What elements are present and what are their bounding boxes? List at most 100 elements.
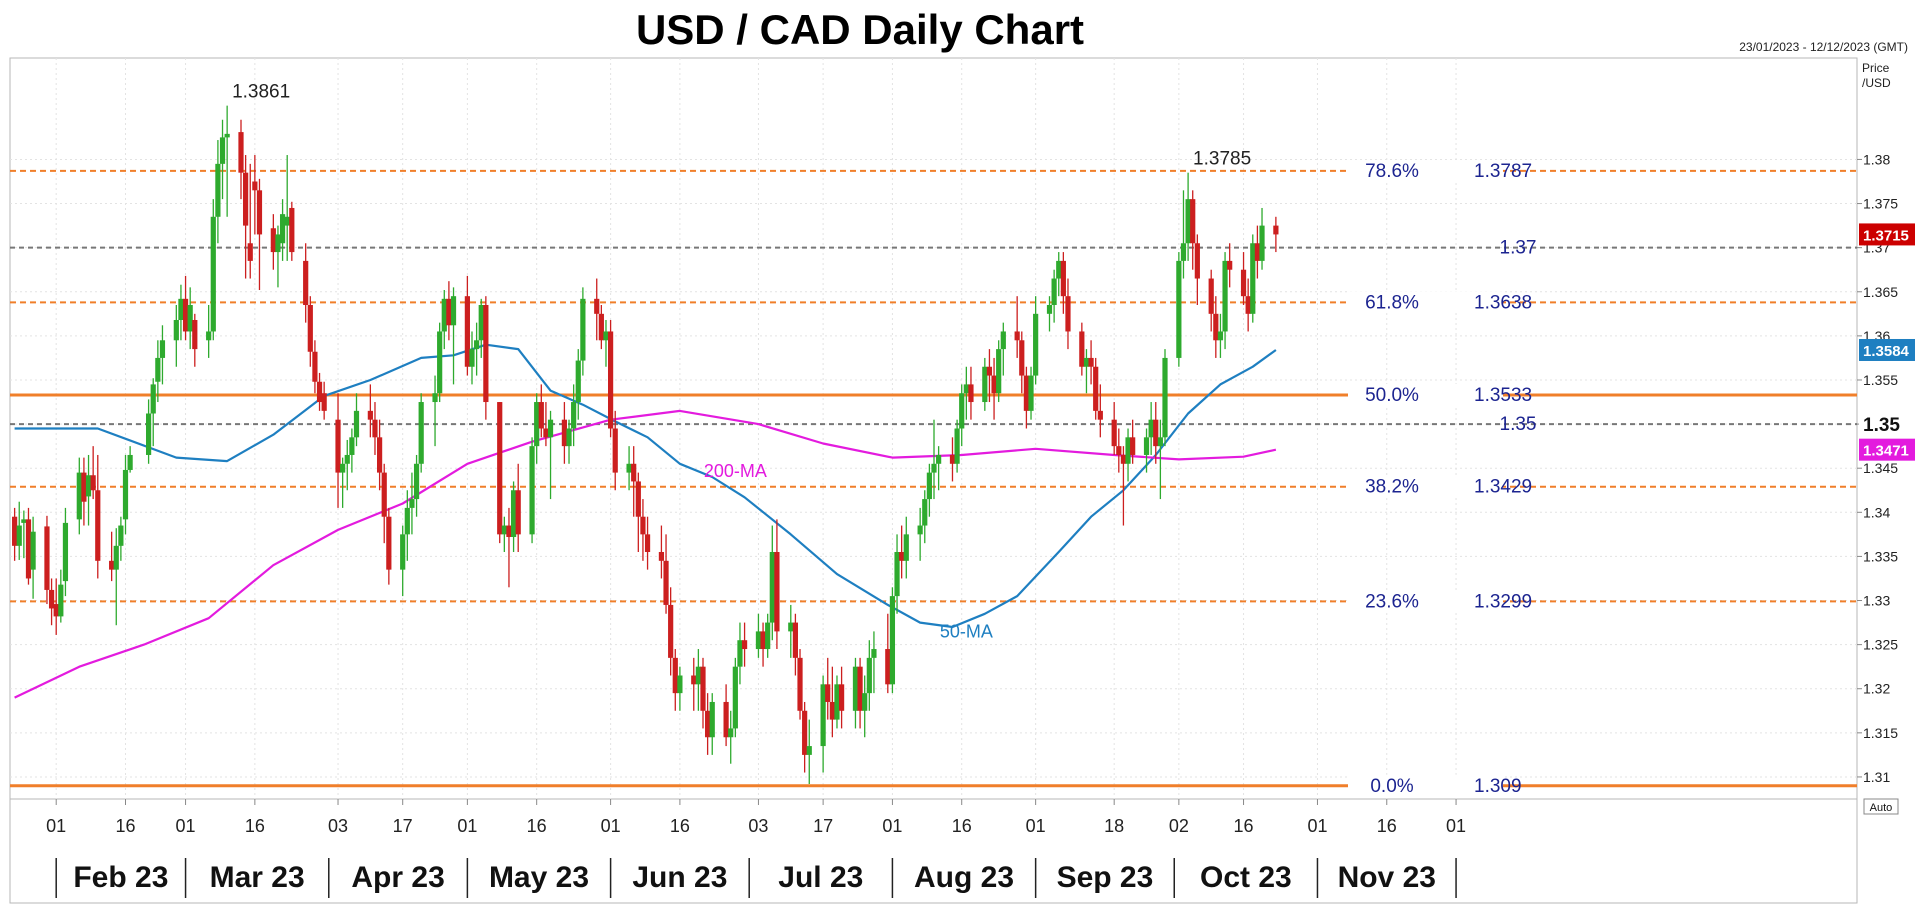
candle-body [1217, 331, 1224, 341]
auto-scale-label: Auto [1870, 802, 1893, 814]
price-badge [1859, 438, 1915, 461]
candle [1028, 366, 1034, 420]
candle-body [959, 393, 965, 429]
candle-body [224, 133, 230, 138]
fib-pct-label: 23.6% [1365, 591, 1419, 612]
candle [1143, 428, 1150, 473]
chart-title: USD / CAD Daily Chart [636, 6, 1084, 53]
candle-body [187, 305, 193, 332]
candle-body [256, 190, 263, 235]
candle-body [968, 384, 974, 403]
candle-body [691, 675, 697, 685]
candle-body [603, 331, 609, 341]
candle [53, 578, 59, 635]
candle [529, 437, 535, 544]
moving-averages [14, 343, 1277, 699]
candle [312, 340, 318, 394]
candle-body [741, 640, 748, 650]
candle [802, 701, 808, 773]
candle [820, 675, 826, 773]
auto-scale-toggle[interactable]: Auto [1863, 798, 1899, 815]
candle [705, 693, 711, 755]
candle [1060, 252, 1066, 314]
candle [413, 454, 420, 517]
candle-body [566, 428, 572, 447]
candle [741, 622, 748, 667]
candle-body [709, 701, 715, 738]
candle-body [894, 552, 900, 597]
candle-body [1019, 340, 1025, 376]
y-tick-label: 1.34 [1863, 504, 1890, 520]
level-label-bg [1348, 291, 1503, 313]
x-day-label: 01 [457, 816, 477, 836]
candle-body [1240, 269, 1247, 297]
candle [377, 419, 383, 491]
x-month-label: May 23 [489, 861, 589, 894]
candle [1097, 384, 1103, 438]
candle [926, 463, 932, 517]
candle [1240, 252, 1247, 305]
x-day-label: 17 [393, 816, 413, 836]
candle-body [418, 402, 424, 464]
candle-body [862, 693, 868, 711]
ma-label-200-ma: 200-MA [704, 461, 767, 481]
ma-line-200-ma [14, 409, 1277, 699]
x-day-label: 01 [46, 816, 66, 836]
candle-body [825, 684, 831, 702]
candle-body [353, 410, 360, 438]
candle-body [501, 525, 507, 535]
candle [409, 472, 415, 535]
candle-body [1273, 225, 1279, 235]
candle [16, 501, 22, 560]
candle-body [247, 243, 253, 261]
candle [672, 649, 678, 711]
candle-body [769, 552, 775, 623]
candle-body [215, 163, 221, 217]
candle [575, 349, 581, 420]
candle-body [538, 402, 544, 429]
x-month-label: Jul 23 [778, 861, 863, 894]
candle-body [700, 666, 706, 711]
candle-body [857, 666, 863, 711]
candle [1259, 207, 1265, 270]
candle-body [386, 516, 392, 570]
candle [1083, 349, 1090, 394]
candle [644, 516, 651, 570]
fib-value-label: 1.3533 [1474, 385, 1532, 406]
x-day-label: 16 [527, 816, 547, 836]
candle [256, 178, 263, 291]
candle-body [635, 481, 641, 517]
candle [127, 446, 133, 473]
candle [270, 214, 276, 270]
candle [1227, 243, 1233, 288]
candle-body [991, 375, 997, 394]
candle [695, 649, 701, 711]
fib-value-label: 1.3299 [1474, 591, 1532, 612]
candle-body [289, 207, 295, 253]
candle-body [658, 552, 665, 561]
candle-body [437, 331, 443, 394]
candle-body [506, 525, 512, 538]
candle-body [25, 519, 32, 579]
candle-body [1079, 331, 1085, 367]
candle-body [575, 360, 581, 403]
candle [1190, 190, 1196, 270]
candle [418, 393, 424, 473]
candle-body [765, 622, 771, 650]
candle-body [926, 472, 932, 500]
candle-body [21, 519, 27, 523]
candle [668, 587, 674, 676]
candle [474, 322, 480, 376]
candle [85, 454, 92, 526]
candle-body [1023, 375, 1029, 411]
candle [825, 657, 831, 720]
price-badge-label: 1.3471 [1863, 443, 1909, 460]
candle [21, 510, 27, 559]
candle-body [885, 649, 891, 685]
y-tick-label: 1.335 [1863, 548, 1898, 564]
candle-body [899, 552, 905, 561]
candle-body [755, 631, 762, 650]
candle [340, 457, 346, 508]
candle-body [90, 475, 96, 491]
candle-body [640, 516, 646, 535]
